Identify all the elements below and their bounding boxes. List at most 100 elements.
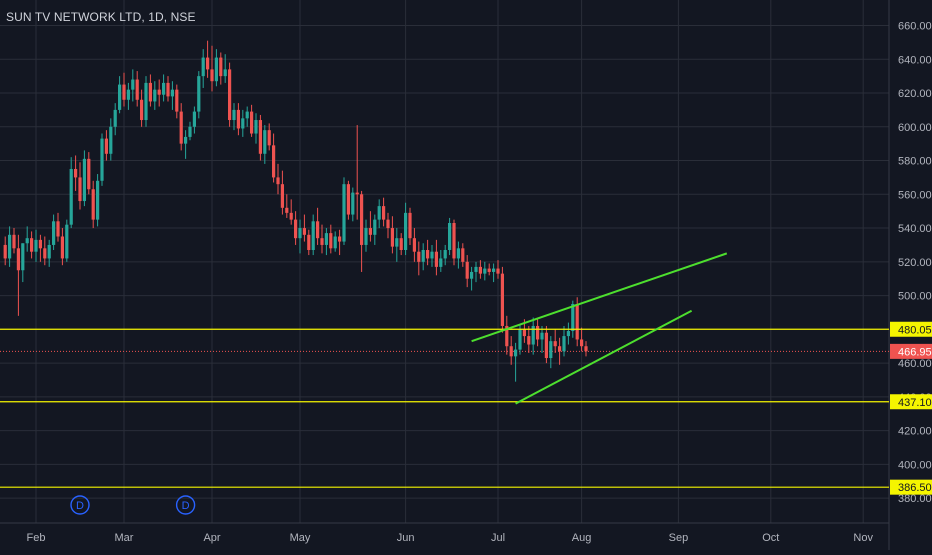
candle bbox=[34, 229, 38, 262]
candle bbox=[12, 228, 16, 254]
candle bbox=[562, 325, 566, 357]
candle bbox=[509, 336, 513, 365]
candle bbox=[280, 170, 284, 215]
candle bbox=[16, 234, 20, 316]
candle bbox=[38, 234, 42, 262]
candle-body bbox=[390, 228, 394, 247]
candle bbox=[254, 113, 258, 144]
candle-body bbox=[496, 268, 500, 274]
candle bbox=[166, 76, 170, 102]
dividend-marker-label: D bbox=[76, 500, 84, 512]
x-tick-label: Jul bbox=[491, 532, 505, 544]
candle-body bbox=[228, 69, 232, 121]
candle bbox=[25, 226, 29, 252]
candle-body bbox=[16, 248, 20, 271]
candle-body bbox=[298, 228, 302, 239]
candle bbox=[399, 233, 403, 256]
candle bbox=[417, 241, 421, 276]
candle-body bbox=[492, 268, 496, 272]
candle bbox=[162, 74, 166, 102]
candle bbox=[377, 199, 381, 229]
candle-body bbox=[135, 79, 139, 100]
candle-body bbox=[197, 76, 201, 112]
candle-body bbox=[276, 177, 280, 185]
candle-body bbox=[580, 339, 584, 347]
candle bbox=[21, 243, 25, 283]
candle-body bbox=[351, 192, 355, 215]
candle bbox=[566, 322, 570, 345]
candle-body bbox=[465, 261, 469, 279]
chart-title: SUN TV NETWORK LTD, 1D, NSE bbox=[6, 10, 196, 24]
candle bbox=[197, 71, 201, 119]
candle-body bbox=[544, 332, 548, 359]
candle bbox=[157, 79, 161, 107]
candle-body bbox=[531, 325, 535, 345]
candle-body bbox=[307, 234, 311, 251]
candle-body bbox=[223, 69, 227, 77]
candle bbox=[109, 118, 113, 161]
candle-body bbox=[214, 57, 218, 82]
candle bbox=[329, 224, 333, 254]
candle bbox=[536, 319, 540, 347]
x-tick-label: Aug bbox=[572, 532, 592, 544]
dividend-marker[interactable]: D bbox=[175, 495, 196, 515]
y-tick-label: 500.00 bbox=[898, 291, 932, 303]
candle bbox=[206, 40, 210, 78]
candle bbox=[558, 337, 562, 365]
candle-body bbox=[395, 238, 399, 247]
candle-body bbox=[91, 189, 95, 220]
candle-body bbox=[487, 268, 491, 272]
candle bbox=[267, 123, 271, 151]
candle bbox=[492, 263, 496, 283]
candle-body bbox=[302, 228, 306, 235]
candle bbox=[483, 261, 487, 281]
dividend-marker-label: D bbox=[182, 500, 190, 512]
candle-body bbox=[342, 184, 346, 242]
candle-body bbox=[109, 126, 113, 154]
candle bbox=[285, 194, 289, 218]
candle-body bbox=[505, 325, 509, 347]
candle-body bbox=[338, 236, 342, 242]
y-tick-label: 560.00 bbox=[898, 189, 932, 201]
candle-body bbox=[140, 99, 144, 121]
candle bbox=[263, 125, 267, 164]
candle bbox=[320, 224, 324, 254]
candle bbox=[223, 54, 227, 83]
candle-body bbox=[201, 57, 205, 77]
candle-body bbox=[333, 236, 337, 249]
candle-body bbox=[65, 224, 69, 259]
candle-body bbox=[12, 234, 16, 249]
dividend-marker-circle bbox=[175, 495, 196, 515]
candle-body bbox=[320, 238, 324, 245]
candle bbox=[289, 199, 293, 225]
candle bbox=[69, 157, 73, 229]
candle-body bbox=[184, 136, 188, 144]
trendlines bbox=[471, 252, 728, 405]
candle-body bbox=[294, 219, 298, 239]
candle-body bbox=[373, 219, 377, 235]
candle-body bbox=[144, 82, 148, 121]
candle bbox=[148, 74, 152, 107]
candle bbox=[580, 327, 584, 352]
candle bbox=[228, 62, 232, 127]
candle bbox=[87, 152, 91, 195]
candle bbox=[192, 106, 196, 134]
candle-body bbox=[404, 212, 408, 251]
level-badge-label: 437.10 bbox=[898, 397, 932, 409]
candle-body bbox=[43, 248, 47, 259]
candle bbox=[236, 103, 240, 136]
candle bbox=[245, 106, 249, 127]
last-price-badge-label: 466.95 bbox=[898, 346, 932, 358]
candle-body bbox=[470, 271, 474, 279]
candle bbox=[390, 216, 394, 254]
dividend-marker[interactable]: D bbox=[70, 495, 90, 515]
candle bbox=[43, 236, 47, 266]
candle-body bbox=[47, 244, 51, 259]
candle-body bbox=[69, 168, 73, 225]
level-badge bbox=[890, 394, 932, 410]
candle bbox=[426, 239, 430, 266]
candle bbox=[214, 49, 218, 87]
